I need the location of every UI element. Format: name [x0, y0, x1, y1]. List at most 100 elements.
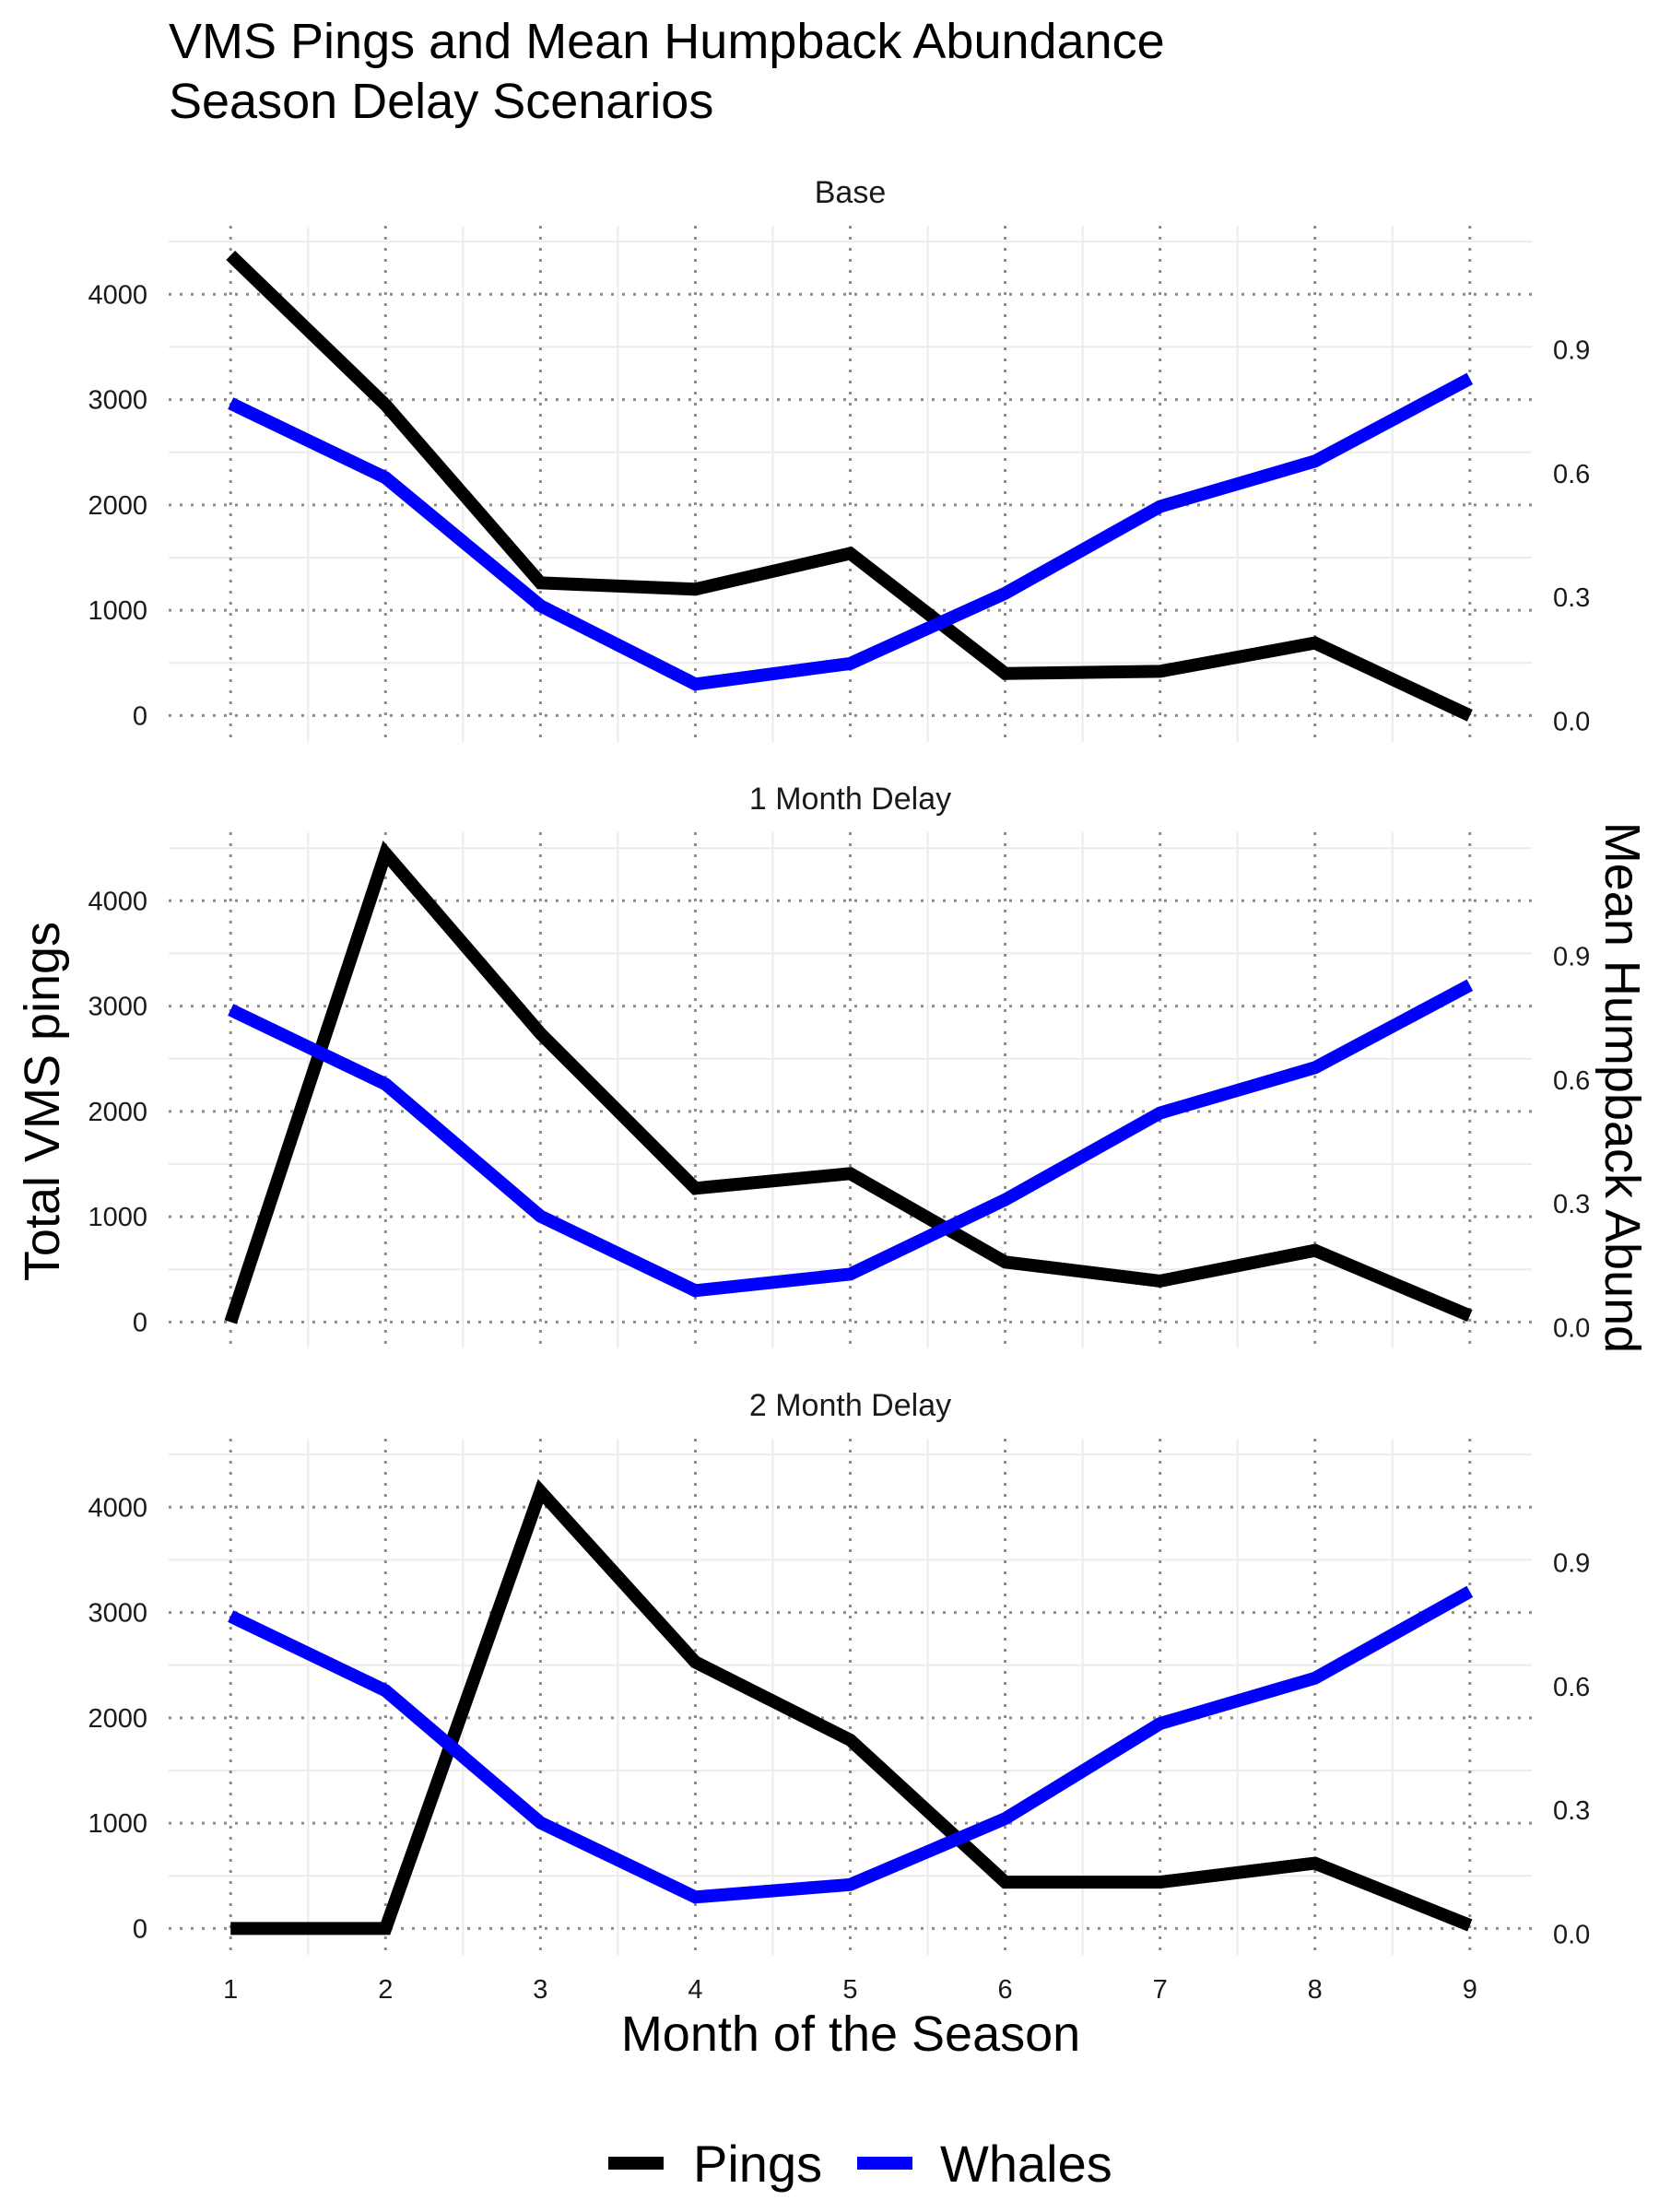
y-tick-label: 2000 [88, 491, 147, 521]
y-tick-label: 1000 [88, 596, 147, 626]
series-line-pings [226, 250, 1473, 722]
y-tick-label: 4000 [88, 1493, 147, 1523]
x-tick-label: 6 [997, 1975, 1012, 2005]
data-point-whales [850, 1884, 852, 1886]
legend-label-whales: Whales [940, 2135, 1112, 2193]
panel-3: 2 Month Delay 0 1000 2000 3000 4000 0.0 0.3 0.6 0… [88, 1388, 1590, 1955]
y2-tick-label: 0.6 [1553, 1673, 1590, 1702]
data-point-whales [1159, 1723, 1161, 1724]
series-line-whales [228, 979, 1474, 1298]
x-tick-label: 8 [1308, 1975, 1323, 2005]
data-point-whales [539, 605, 541, 606]
data-point-pings [1314, 1250, 1316, 1252]
data-point-pings [1469, 1315, 1471, 1317]
x-tick-label: 3 [533, 1975, 547, 2005]
y2-tick-label: 0.3 [1553, 1796, 1590, 1826]
data-point-whales [539, 1216, 541, 1218]
data-point-pings [850, 552, 852, 554]
data-point-pings [384, 1927, 386, 1929]
y-tick-label: 2000 [88, 1704, 147, 1734]
y-tick-label: 1000 [88, 1203, 147, 1232]
series-line-pings [224, 840, 1473, 1324]
data-point-whales [1314, 1066, 1316, 1068]
y2-tick-label: 0.0 [1553, 708, 1590, 737]
x-tick-label: 2 [378, 1975, 393, 2005]
y2-tick-label: 0.3 [1553, 583, 1590, 613]
facet-strip-label: 1 Month Delay [749, 782, 951, 817]
x-tick-label: 7 [1153, 1975, 1168, 2005]
data-point-pings [1469, 714, 1471, 716]
data-point-whales [694, 1896, 696, 1898]
x-tick-label: 9 [1463, 1975, 1477, 2005]
y2-tick-label: 0.0 [1553, 1921, 1590, 1950]
data-point-whales [1314, 1677, 1316, 1679]
y-tick-label: 4000 [88, 887, 147, 916]
data-point-pings [384, 404, 386, 406]
data-point-whales [1005, 593, 1006, 594]
data-point-whales [229, 1616, 231, 1618]
data-point-pings [229, 1321, 231, 1323]
data-point-pings [1159, 1280, 1161, 1282]
panel-2: 1 Month Delay 0 1000 2000 3000 4000 0.0 0.3 0.6 0… [88, 782, 1590, 1348]
x-tick-label: 1 [223, 1975, 238, 2005]
data-point-whales [384, 1083, 386, 1085]
data-point-pings [229, 254, 231, 256]
data-point-pings [694, 588, 696, 590]
data-point-whales [539, 1822, 541, 1824]
data-point-whales [694, 1289, 696, 1291]
y2-tick-label: 0.9 [1553, 1548, 1590, 1578]
data-point-pings [1159, 670, 1161, 672]
y-tick-label: 4000 [88, 280, 147, 310]
data-point-whales [229, 403, 231, 405]
x-tick-label: 5 [842, 1975, 857, 2005]
y2-tick-label: 0.9 [1553, 335, 1590, 365]
legend-label-pings: Pings [693, 2135, 822, 2193]
x-axis-ticks: 1 2 3 4 5 6 7 8 9 [223, 1975, 1477, 2005]
data-point-pings [539, 1490, 541, 1492]
data-point-pings [850, 1172, 852, 1174]
y2-tick-label: 0.6 [1553, 460, 1590, 489]
data-point-whales [850, 1273, 852, 1275]
data-point-pings [1469, 1924, 1471, 1926]
data-point-pings [1005, 673, 1006, 675]
chart-title: VMS Pings and Mean Humpback Abundance [169, 14, 1165, 69]
y2-tick-label: 0.3 [1553, 1190, 1590, 1219]
data-point-pings [229, 1927, 231, 1929]
data-point-whales [384, 477, 386, 478]
data-point-pings [539, 1032, 541, 1034]
y2-tick-label: 0.9 [1553, 942, 1590, 971]
data-point-whales [1159, 506, 1161, 508]
y2-tick-label: 0.0 [1553, 1314, 1590, 1344]
data-point-pings [1314, 1863, 1316, 1865]
facet-strip-label: Base [815, 175, 887, 210]
y-tick-label: 0 [133, 701, 147, 731]
y-axis-title: Total VMS pings [15, 922, 70, 1281]
data-point-whales [1469, 984, 1471, 986]
y-tick-label: 2000 [88, 1098, 147, 1127]
y-tick-label: 3000 [88, 386, 147, 416]
legend: Pings Whales [608, 2135, 1112, 2193]
y-tick-label: 3000 [88, 993, 147, 1022]
y2-tick-label: 0.6 [1553, 1066, 1590, 1096]
data-point-whales [1159, 1112, 1161, 1114]
series-line-pings [230, 1478, 1473, 1936]
series-line-whales [228, 372, 1474, 691]
chart-subtitle: Season Delay Scenarios [169, 74, 713, 129]
y-tick-label: 0 [133, 1914, 147, 1944]
data-point-pings [850, 1739, 852, 1741]
data-point-pings [1005, 1261, 1006, 1263]
data-point-whales [1469, 378, 1471, 380]
data-point-whales [850, 663, 852, 665]
data-point-whales [229, 1009, 231, 1011]
data-point-whales [384, 1689, 386, 1691]
data-point-whales [1005, 1818, 1006, 1819]
data-point-whales [694, 683, 696, 685]
y-tick-label: 1000 [88, 1809, 147, 1839]
data-point-pings [694, 1661, 696, 1663]
facet-strip-label: 2 Month Delay [749, 1388, 951, 1423]
data-point-pings [1314, 642, 1316, 644]
series-line-whales [228, 1585, 1474, 1904]
y-tick-label: 0 [133, 1308, 147, 1337]
